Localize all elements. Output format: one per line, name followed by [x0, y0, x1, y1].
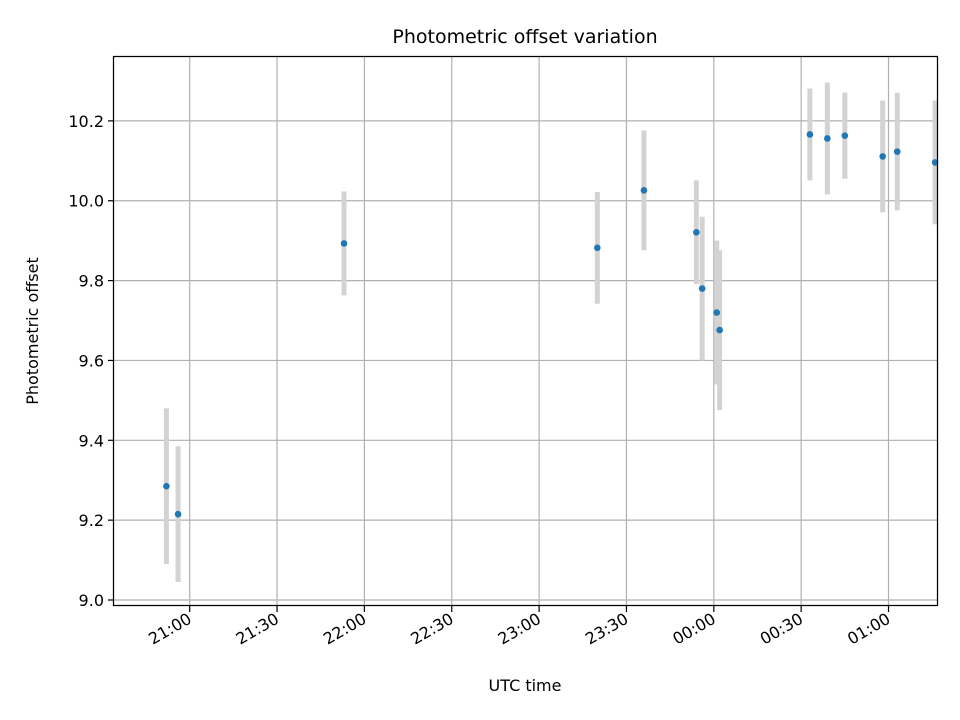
data-point: [693, 228, 700, 236]
data-point: [174, 510, 182, 518]
y-axis-label: Photometric offset: [23, 257, 42, 405]
data-point: [879, 153, 886, 160]
y-tick-label: 10.0: [68, 192, 104, 211]
y-tick-label: 9.2: [79, 511, 104, 530]
data-point: [824, 135, 831, 142]
data-point: [893, 148, 901, 155]
data-point: [640, 187, 648, 194]
x-axis-label: UTC time: [489, 676, 562, 695]
data-point: [340, 240, 348, 247]
y-tick-label: 9.8: [79, 272, 104, 291]
y-tick-label: 9.0: [79, 591, 104, 610]
data-point: [713, 309, 721, 316]
data-point: [716, 326, 723, 334]
data-point: [594, 244, 601, 252]
data-point: [163, 482, 170, 490]
data-point: [841, 132, 849, 139]
y-tick-label: 9.6: [79, 351, 104, 370]
y-axis-ticks: 9.0 9.2 9.4 9.6 9.8 10.0 10.2: [68, 112, 114, 610]
y-tick-label: 9.4: [79, 431, 104, 450]
data-point: [931, 159, 939, 166]
grid-lines: [114, 57, 938, 606]
data-point: [698, 285, 706, 292]
data-points: [163, 131, 939, 518]
chart-title: Photometric offset variation: [392, 26, 657, 48]
data-point: [806, 131, 814, 138]
plot-area-frame: [112, 55, 939, 607]
y-tick-label: 10.2: [68, 112, 104, 131]
